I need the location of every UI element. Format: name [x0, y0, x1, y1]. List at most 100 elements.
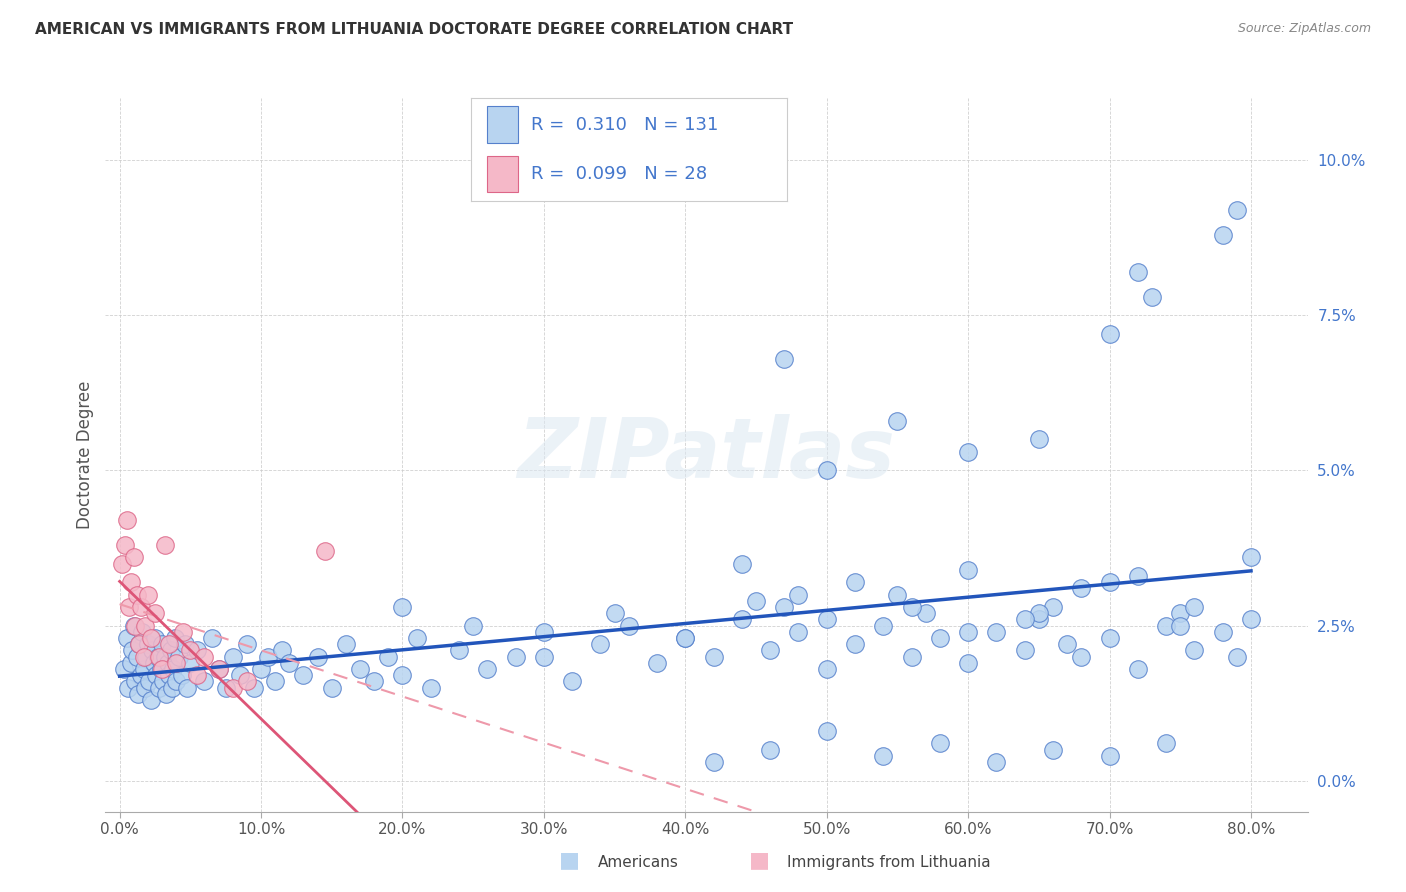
Point — [1014, 612, 1036, 626]
Point — [167, 649, 190, 664]
Point — [111, 557, 134, 571]
Point — [132, 662, 155, 676]
Point — [1098, 326, 1121, 341]
Point — [153, 649, 176, 664]
Point — [872, 618, 894, 632]
Point — [533, 624, 555, 639]
Point — [145, 668, 167, 682]
Point — [122, 618, 145, 632]
Point — [745, 593, 768, 607]
Point — [193, 649, 215, 664]
Point — [153, 538, 176, 552]
Point — [914, 606, 936, 620]
Point — [136, 637, 159, 651]
Point — [155, 687, 177, 701]
Point — [157, 668, 180, 682]
Point — [617, 618, 640, 632]
Point — [121, 643, 143, 657]
Point — [142, 656, 165, 670]
Point — [179, 643, 201, 657]
Point — [1028, 606, 1050, 620]
Point — [986, 755, 1008, 769]
Point — [957, 656, 980, 670]
Point — [1212, 624, 1234, 639]
Point — [186, 643, 208, 657]
Point — [122, 550, 145, 565]
Point — [1070, 582, 1092, 596]
Point — [957, 563, 980, 577]
Text: AMERICAN VS IMMIGRANTS FROM LITHUANIA DOCTORATE DEGREE CORRELATION CHART: AMERICAN VS IMMIGRANTS FROM LITHUANIA DO… — [35, 22, 793, 37]
Point — [236, 674, 259, 689]
Point — [165, 656, 187, 670]
Point — [148, 681, 170, 695]
Text: ■: ■ — [560, 850, 579, 870]
Point — [134, 618, 156, 632]
Point — [1042, 599, 1064, 614]
Point — [207, 662, 229, 676]
Point — [1184, 643, 1206, 657]
Point — [731, 557, 754, 571]
Point — [731, 612, 754, 626]
Point — [886, 414, 908, 428]
Point — [447, 643, 470, 657]
Point — [243, 681, 266, 695]
Point — [335, 637, 357, 651]
Point — [759, 742, 782, 756]
Point — [1184, 599, 1206, 614]
Point — [1226, 649, 1249, 664]
Point — [173, 637, 195, 651]
Point — [1154, 618, 1177, 632]
Point — [264, 674, 287, 689]
Point — [186, 668, 208, 682]
Point — [505, 649, 527, 664]
Point — [160, 681, 183, 695]
Point — [131, 624, 153, 639]
Point — [222, 681, 245, 695]
Point — [172, 624, 194, 639]
Point — [165, 674, 187, 689]
Point — [115, 513, 138, 527]
Point — [321, 681, 343, 695]
Point — [703, 649, 725, 664]
Point — [773, 599, 796, 614]
Point — [222, 649, 245, 664]
Point — [148, 649, 170, 664]
Point — [1056, 637, 1078, 651]
Point — [1240, 550, 1263, 565]
Point — [152, 674, 174, 689]
Point — [129, 599, 152, 614]
Point — [141, 643, 163, 657]
Point — [363, 674, 385, 689]
Point — [1126, 662, 1149, 676]
Point — [163, 631, 186, 645]
Point — [150, 662, 173, 676]
Text: ■: ■ — [749, 850, 769, 870]
Text: R =  0.099   N = 28: R = 0.099 N = 28 — [531, 165, 707, 183]
Point — [124, 618, 146, 632]
Point — [229, 668, 252, 682]
Point — [1014, 643, 1036, 657]
Point — [533, 649, 555, 664]
Point — [170, 668, 193, 682]
Point — [1154, 736, 1177, 750]
Point — [391, 599, 413, 614]
Point — [257, 649, 280, 664]
Text: Americans: Americans — [598, 855, 679, 870]
Point — [149, 662, 172, 676]
Point — [129, 668, 152, 682]
Point — [207, 662, 229, 676]
Point — [138, 674, 160, 689]
Point — [115, 631, 138, 645]
Point — [787, 624, 810, 639]
Point — [957, 445, 980, 459]
Point — [124, 674, 146, 689]
Point — [146, 649, 169, 664]
Point — [1098, 575, 1121, 590]
Point — [143, 631, 166, 645]
Point — [815, 463, 838, 477]
Point — [118, 599, 141, 614]
Point — [120, 575, 142, 590]
Point — [200, 631, 222, 645]
Point — [292, 668, 315, 682]
Point — [278, 656, 301, 670]
